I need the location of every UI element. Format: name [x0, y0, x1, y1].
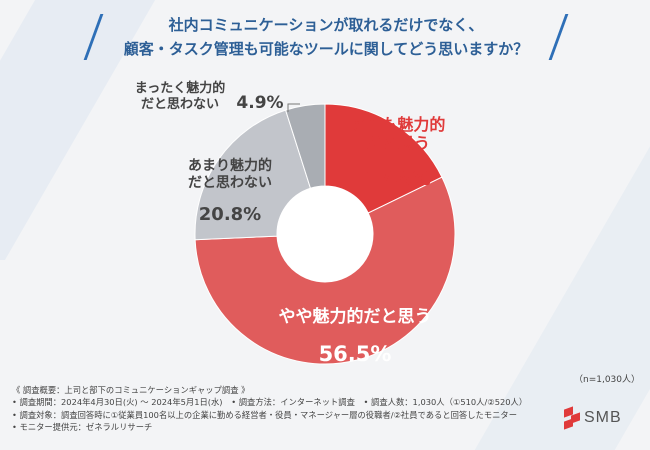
title-line-1: 社内コミュニケーションが取れるだけでなく、	[168, 16, 484, 34]
slice-label: だと思う	[366, 134, 430, 153]
survey-count: • 調査人数：1,030人（①510人/②520人）	[363, 397, 528, 408]
survey-method: • 調査方法：インターネット調査	[231, 397, 355, 408]
slice-value-label: 17.8%	[365, 168, 431, 190]
survey-meta-row: • 調査期間：2024年4月30日(火) ～ 2024年5月1日(水) • 調査…	[12, 396, 552, 408]
slice-value-label: 4.9%	[236, 93, 283, 113]
smb-logo: SMB	[564, 406, 622, 430]
slice-label: まったく魅力的	[135, 80, 225, 96]
leader-line	[287, 103, 300, 112]
slice-value-label: 56.5%	[319, 342, 392, 366]
sample-size: （n=1,030人）	[573, 375, 640, 385]
logo-mark-icon	[564, 406, 580, 430]
survey-period: • 調査期間：2024年4月30日(火) ～ 2024年5月1日(水)	[12, 397, 223, 408]
slice-value-label: 20.8%	[199, 204, 261, 225]
slice-label: だと思わない	[188, 175, 272, 191]
slice-label: やや魅力的だと思う	[279, 306, 432, 327]
slice-label: とても魅力的	[351, 115, 446, 134]
survey-heading: 《 調査概要：上司と部下のコミュニケーションギャップ調査 》	[12, 385, 250, 395]
question-title: 社内コミュニケーションが取れるだけでなく、 顧客・タスク管理も可能なツールに関し…	[83, 8, 569, 66]
slice-label: だと思わない	[141, 97, 219, 112]
survey-target: • 調査対象：調査回答時に①従業員100名以上の企業に勤める経営者・役員・マネー…	[12, 409, 518, 420]
title-line-2: 顧客・タスク管理も可能なツールに関してどう思いますか？	[123, 40, 529, 58]
survey-notes: 《 調査概要：上司と部下のコミュニケーションギャップ調査 》 • 調査期間：20…	[12, 384, 552, 434]
survey-provider: • モニター提供元：ゼネラルリサーチ	[12, 422, 153, 433]
donut-hole	[277, 186, 373, 282]
logo-text: SMB	[584, 409, 622, 426]
slice-label: あまり魅力的	[188, 157, 272, 174]
